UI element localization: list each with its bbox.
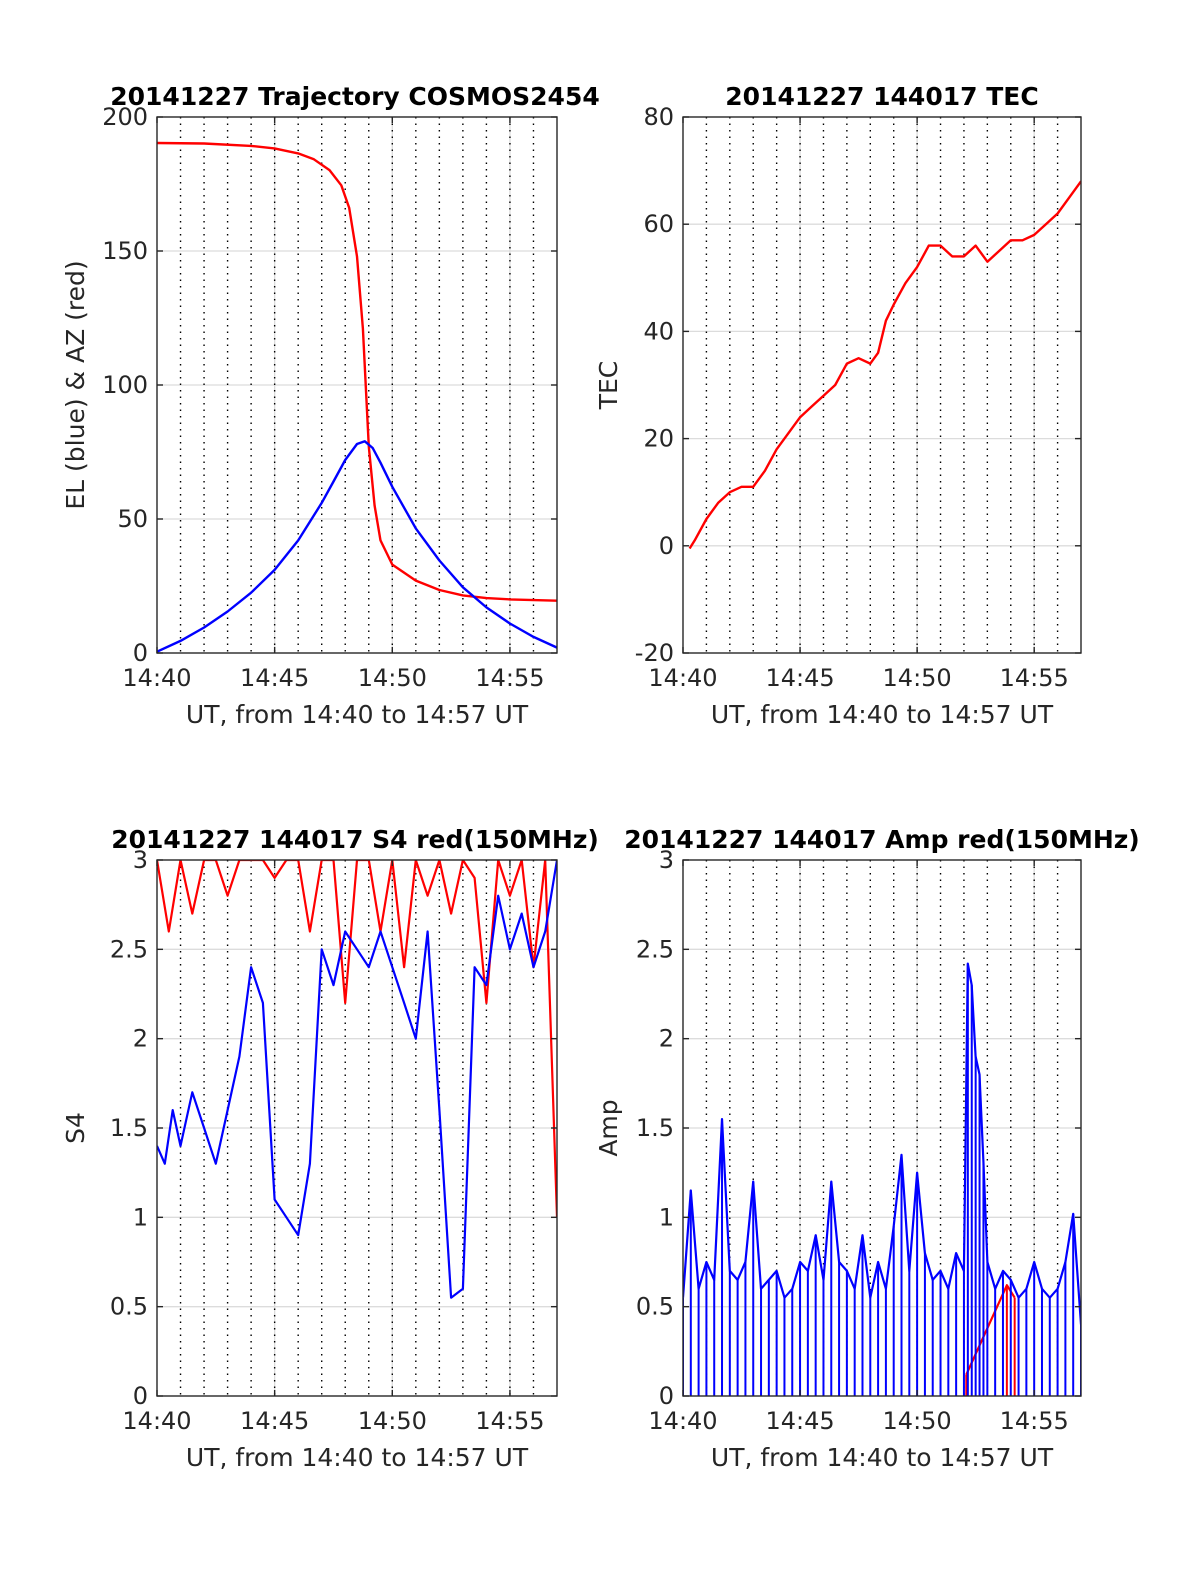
y-tick-label: 2: [133, 1025, 148, 1053]
panel-trajectory: 0 50 100 150 200 14:40 14:45 14:50 14:55 20141227…: [61, 82, 600, 729]
y-axis-label: S4: [61, 1112, 90, 1144]
y-tick-label: 0: [133, 1382, 148, 1410]
y-tick-label: 0: [133, 639, 148, 667]
y-tick-label: 1.5: [636, 1114, 674, 1142]
y-axis-label: Amp: [594, 1099, 623, 1156]
y-tick-label: 2: [659, 1025, 674, 1053]
y-tick-label: 40: [643, 317, 674, 345]
y-tick-label: 50: [117, 505, 148, 533]
y-tick-label: 150: [102, 237, 148, 265]
y-tick-label: 3: [133, 846, 148, 874]
x-tick-label: 14:50: [358, 1407, 427, 1435]
y-tick-label: 0.5: [110, 1293, 148, 1321]
y-tick-label: 20: [643, 425, 674, 453]
y-tick-label: 2.5: [110, 935, 148, 963]
x-tick-label: 14:40: [122, 1407, 191, 1435]
panel-tec: -20 0 20 40 60 80 14:40 14:45 14:50 14:55 20141227…: [594, 82, 1082, 729]
panel-amp: 0 0.5 1 1.5 2 2.5 3 14:40 14:45 14:50 14:55 2014122…: [594, 825, 1140, 1472]
plot-area: [683, 117, 1081, 653]
panel-s4: 0 0.5 1 1.5 2 2.5 3 14:40 14:45 14:50 14:55 2014122…: [61, 825, 599, 1472]
x-tick-label: 14:45: [765, 664, 834, 692]
y-tick-label: 3: [659, 846, 674, 874]
y-tick-label: 0.5: [636, 1293, 674, 1321]
y-tick-label: 1: [133, 1203, 148, 1231]
y-axis-label: TEC: [594, 361, 623, 411]
x-tick-label: 14:55: [475, 664, 544, 692]
x-tick-label: 14:50: [883, 1407, 952, 1435]
x-tick-label: 14:50: [883, 664, 952, 692]
y-tick-label: 60: [643, 210, 674, 238]
series-1-line: [157, 440, 557, 653]
x-tick-label: 14:45: [240, 664, 309, 692]
x-axis-label: UT, from 14:40 to 14:57 UT: [711, 1443, 1054, 1472]
x-tick-label: 14:55: [1000, 1407, 1069, 1435]
series-group: [157, 141, 557, 653]
y-tick-label: 1.5: [110, 1114, 148, 1142]
x-tick-label: 14:45: [240, 1407, 309, 1435]
x-tick-label: 14:55: [475, 1407, 544, 1435]
axes-box: [682, 116, 1082, 654]
y-tick-label: 2.5: [636, 935, 674, 963]
series-0-line: [157, 141, 557, 602]
x-tick-label: 14:40: [648, 664, 717, 692]
y-tick-label: -20: [635, 639, 674, 667]
x-tick-label: 14:40: [122, 664, 191, 692]
x-axis-label: UT, from 14:40 to 14:57 UT: [186, 1443, 529, 1472]
series-1-line: [683, 962, 1081, 1325]
x-axis-label: UT, from 14:40 to 14:57 UT: [186, 700, 529, 729]
x-tick-label: 14:40: [648, 1407, 717, 1435]
y-tick-label: 100: [102, 371, 148, 399]
series-group: [683, 962, 1081, 1396]
x-tick-label: 14:45: [765, 1407, 834, 1435]
x-tick-label: 14:50: [358, 664, 427, 692]
y-tick-label: 0: [659, 1382, 674, 1410]
y-tick-label: 80: [643, 103, 674, 131]
y-axis-label: EL (blue) & AZ (red): [61, 260, 90, 509]
series-group: [157, 860, 557, 1299]
y-tick-label: 1: [659, 1203, 674, 1231]
chart-title: 20141227 144017 TEC: [725, 82, 1038, 111]
chart-title: 20141227 144017 S4 red(150MHz): [111, 825, 599, 854]
y-tick-label: 0: [659, 532, 674, 560]
x-tick-label: 14:55: [1000, 664, 1069, 692]
chart-title: 20141227 Trajectory COSMOS2454: [110, 82, 600, 111]
chart-title: 20141227 144017 Amp red(150MHz): [624, 825, 1140, 854]
series-group: [688, 180, 1081, 550]
series-1-line: [157, 860, 557, 1299]
y-tick-label: 200: [102, 103, 148, 131]
x-axis-label: UT, from 14:40 to 14:57 UT: [711, 700, 1054, 729]
series-0-line: [688, 180, 1081, 550]
